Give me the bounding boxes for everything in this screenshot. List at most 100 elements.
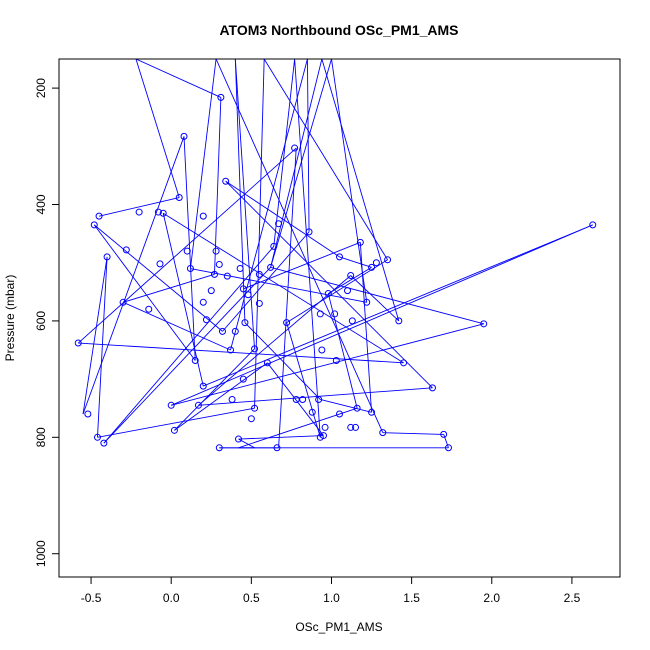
series-line-segment <box>82 256 108 415</box>
series-line-segment <box>203 224 593 387</box>
data-point <box>428 384 436 392</box>
data-point <box>344 287 352 295</box>
y-axis-label: Pressure (mbar) <box>3 275 17 362</box>
data-point <box>154 208 162 216</box>
series-line-segment <box>263 59 388 261</box>
series-line-segment <box>278 148 297 448</box>
data-point <box>347 272 355 280</box>
data-point <box>199 382 207 390</box>
series-line-segment <box>135 59 222 98</box>
series-line-segment <box>270 266 484 325</box>
series-line-segment <box>97 407 255 438</box>
data-point <box>318 346 326 354</box>
series-line-segment <box>215 59 384 433</box>
series-line-segment <box>270 59 323 268</box>
series-line-segment <box>244 322 321 400</box>
y-tick-label: 800 <box>34 427 48 447</box>
series-line-segment <box>171 323 484 406</box>
data-point <box>379 429 387 437</box>
series-line-segment <box>294 59 321 438</box>
data-point <box>308 408 316 416</box>
series-line-segment <box>254 59 265 409</box>
data-point <box>348 317 356 325</box>
series-line-segment <box>162 213 204 387</box>
series-line-segment <box>214 97 222 275</box>
data-point <box>218 327 226 335</box>
series-line-segment <box>321 59 400 322</box>
data-point <box>400 359 408 367</box>
data-point <box>395 317 403 325</box>
data-point <box>199 212 207 220</box>
y-tick-label: 600 <box>34 311 48 331</box>
data-point <box>156 260 164 268</box>
data-point <box>194 401 202 409</box>
series-line-segment <box>243 241 361 290</box>
data-point <box>319 432 327 440</box>
data-point <box>100 439 108 447</box>
data-point <box>227 346 235 354</box>
data-point <box>135 208 143 216</box>
series-markers <box>74 93 597 452</box>
series-line-segment <box>190 268 367 303</box>
data-point <box>336 253 343 261</box>
x-tick-label: 0.5 <box>243 591 260 605</box>
series-line-segment <box>174 362 268 431</box>
y-tick-label: 1000 <box>34 540 48 567</box>
data-point <box>255 270 263 278</box>
series-line-segment <box>162 212 404 364</box>
series-line-segment <box>267 362 324 436</box>
data-point <box>255 299 263 307</box>
data-point <box>315 395 323 403</box>
x-tick-label: 0.0 <box>163 591 180 605</box>
series-line-segment <box>183 136 196 361</box>
data-point <box>215 444 223 452</box>
series-line-segment <box>331 59 368 303</box>
data-point <box>239 375 247 383</box>
data-point <box>321 423 329 431</box>
series-line-segment <box>327 293 358 409</box>
data-point <box>244 291 252 299</box>
data-point <box>74 339 82 347</box>
data-point <box>90 221 98 229</box>
series-line-segment <box>171 224 593 406</box>
data-point <box>363 298 371 306</box>
series-line-segment <box>222 231 310 332</box>
chart-title: ATOM3 Northbound OSc_PM1_AMS <box>219 22 458 38</box>
data-point <box>589 221 597 229</box>
series-line-segment <box>77 147 297 344</box>
data-point <box>241 319 249 327</box>
series-line-segment <box>198 387 433 406</box>
data-point <box>215 260 223 268</box>
data-point <box>263 359 271 367</box>
data-point <box>480 320 488 328</box>
data-point <box>180 132 188 140</box>
data-point <box>440 430 448 438</box>
data-point <box>347 423 355 431</box>
x-tick-label: 2.0 <box>483 591 500 605</box>
data-point <box>84 410 92 418</box>
x-tick-label: 1.5 <box>403 591 420 605</box>
data-point <box>217 93 225 101</box>
data-point <box>222 177 230 185</box>
data-point <box>270 242 278 250</box>
data-point <box>324 290 332 298</box>
data-point <box>291 144 299 152</box>
data-point <box>223 272 231 280</box>
data-point <box>93 433 101 441</box>
series-line-segment <box>238 407 358 449</box>
data-point <box>292 395 300 403</box>
series-line-segment <box>238 435 324 440</box>
series-line-segment <box>230 59 308 351</box>
x-tick-label: 2.5 <box>564 591 581 605</box>
series-line-segment <box>174 348 255 431</box>
data-point <box>191 356 199 364</box>
y-tick-label: 400 <box>34 194 48 214</box>
data-point <box>305 228 313 236</box>
data-point <box>199 298 207 306</box>
series-line-segment <box>135 59 180 198</box>
series-line-segment <box>270 59 332 268</box>
data-point <box>275 220 283 228</box>
series-line-segment <box>98 197 180 217</box>
data-point <box>353 404 361 412</box>
